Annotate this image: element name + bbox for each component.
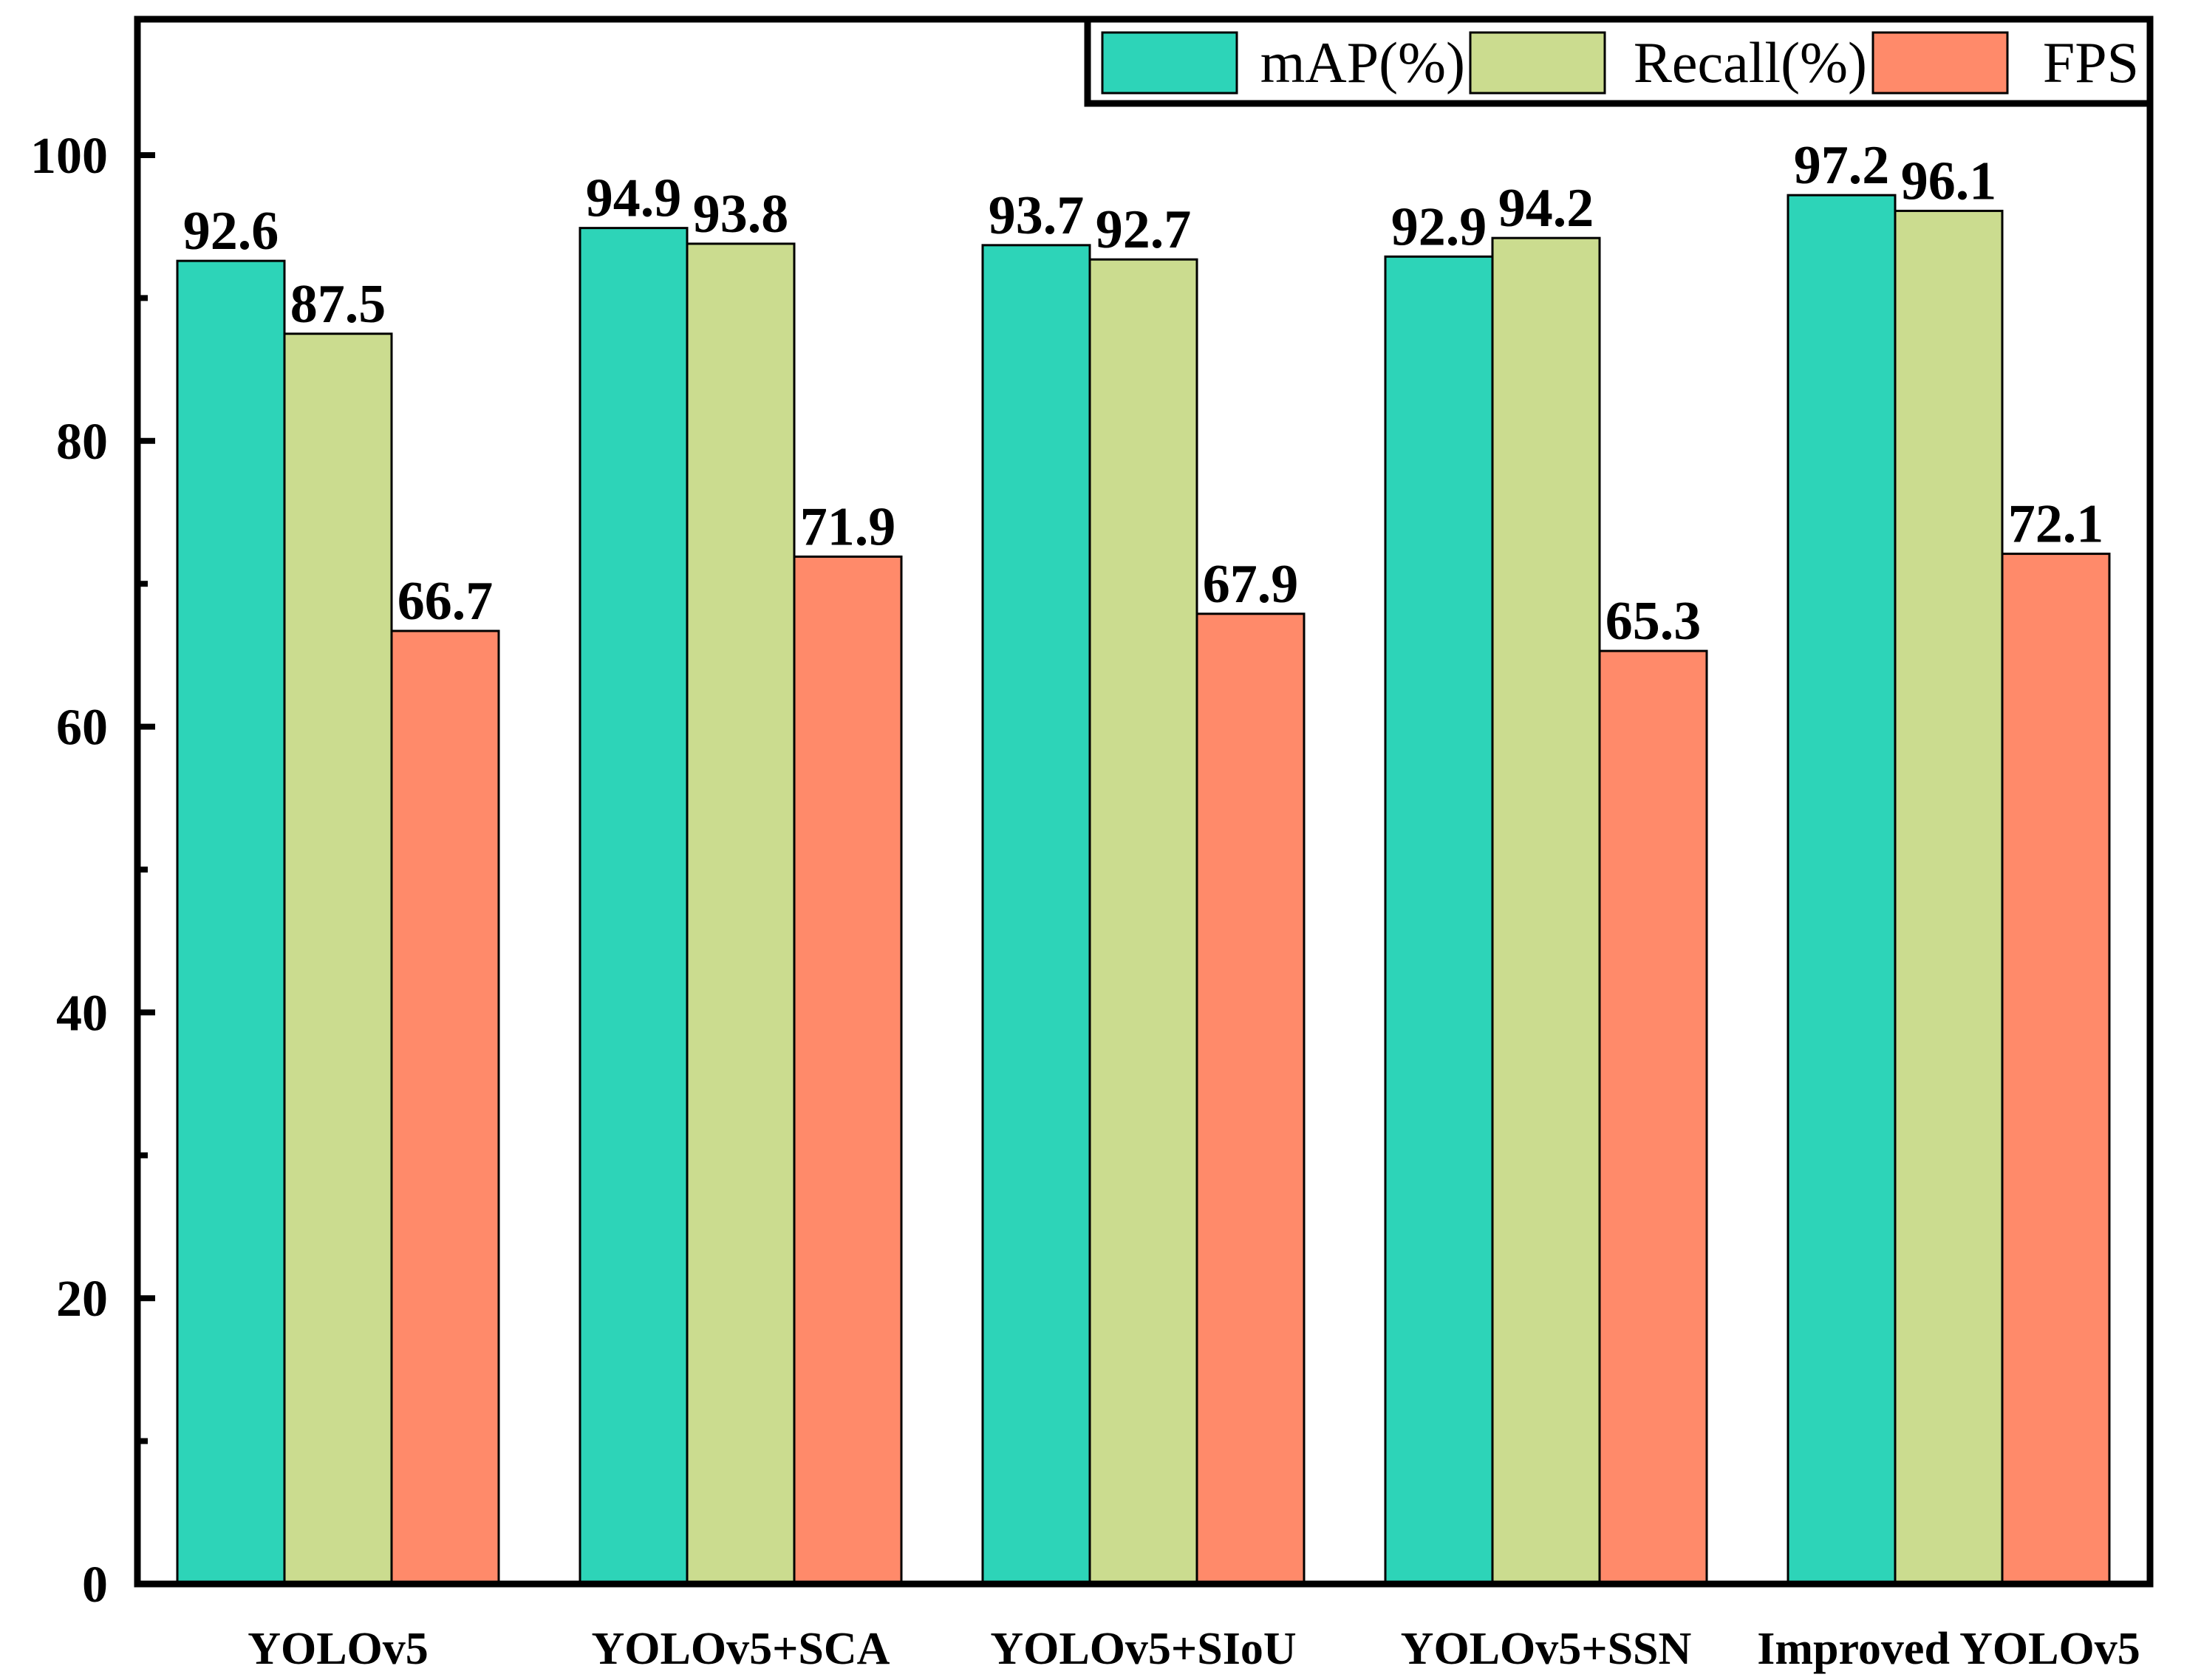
data-label-2-5: 96.1 — [1901, 151, 1997, 211]
data-label-3-1: 66.7 — [397, 571, 494, 632]
legend-swatch-2 — [1469, 31, 1606, 95]
data-label-2-1: 87.5 — [290, 274, 386, 335]
x-tick-label-5: Improved YOLOv5 — [1757, 1624, 2140, 1674]
legend-swatch-1 — [1101, 31, 1238, 95]
legend-swatch-3 — [1871, 31, 2009, 95]
data-label-1-5: 97.2 — [1794, 135, 1890, 196]
y-tick-label-1: 0 — [82, 1557, 108, 1614]
legend-label-1: mAP(%) — [1260, 30, 1465, 95]
legend: mAP(%) Recall(%) FPS — [1084, 16, 2154, 107]
bar-2-3 — [1088, 258, 1198, 1585]
data-label-3-2: 71.9 — [800, 496, 896, 557]
data-label-1-2: 94.9 — [586, 168, 682, 229]
bar-3-3 — [1195, 612, 1306, 1585]
data-label-1-1: 92.6 — [183, 201, 279, 262]
bar-1-1 — [176, 259, 286, 1585]
bar-1-4 — [1384, 255, 1494, 1585]
bar-1-2 — [579, 227, 689, 1585]
x-tick-label-3: YOLOv5+SIoU — [990, 1624, 1296, 1674]
data-label-1-3: 93.7 — [989, 185, 1085, 246]
y-tick-label-4: 60 — [56, 700, 108, 757]
bar-2-5 — [1894, 209, 2004, 1585]
bar-3-5 — [2001, 553, 2111, 1585]
legend-label-3: FPS — [2043, 30, 2139, 95]
y-tick-label-5: 80 — [56, 414, 108, 471]
axes-layer: YOLOv5 YOLOv5+SCA YOLOv5+SIoU YOLOv5+SSN Imp… — [30, 16, 2154, 1674]
data-label-2-4: 94.2 — [1498, 178, 1594, 239]
data-label-3-4: 65.3 — [1605, 591, 1702, 652]
bar-2-2 — [686, 242, 796, 1585]
y-tick-label-2: 20 — [56, 1271, 108, 1328]
bar-3-2 — [793, 555, 903, 1585]
y-tick-label-6: 100 — [30, 128, 108, 185]
x-tick-label-4: YOLOv5+SSN — [1401, 1624, 1692, 1674]
bar-3-4 — [1598, 649, 1708, 1585]
bars-layer — [176, 194, 2111, 1585]
legend-label-2: Recall(%) — [1634, 30, 1867, 95]
bar-2-1 — [283, 332, 393, 1585]
data-labels-layer: 92.687.5 66.7 94.9 93.8 71.9 93.7 92.7 67.9 92.9… — [183, 135, 2104, 652]
data-label-2-3: 92.7 — [1096, 199, 1192, 260]
bar-1-3 — [981, 244, 1091, 1585]
data-label-1-4: 92.9 — [1391, 197, 1487, 257]
bar-2-4 — [1491, 236, 1601, 1585]
bar-1-5 — [1787, 194, 1897, 1585]
bar-3-1 — [390, 629, 500, 1585]
data-label-3-5: 72.1 — [2008, 494, 2104, 555]
x-tick-label-2: YOLOv5+SCA — [592, 1624, 890, 1674]
x-tick-label-1: YOLOv5 — [248, 1624, 429, 1674]
y-tick-label-3: 40 — [56, 985, 108, 1042]
data-label-2-2: 93.8 — [693, 184, 789, 245]
data-label-3-3: 67.9 — [1203, 554, 1299, 615]
